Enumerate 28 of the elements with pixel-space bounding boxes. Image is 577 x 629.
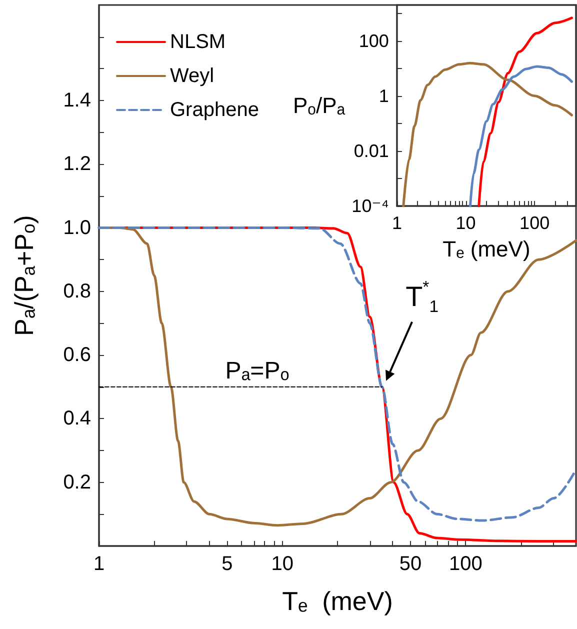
annotation: T*1	[406, 277, 439, 316]
x-tick-label: 10	[271, 553, 294, 575]
y-tick-label: 0.2	[63, 471, 91, 494]
y-tick-label: 100	[358, 30, 389, 51]
y-tick-label: 0.6	[63, 344, 91, 366]
y-tick-label: 1.0	[63, 216, 91, 239]
x-tick-label: 100	[520, 213, 550, 233]
x-tick-label: 1	[392, 213, 402, 233]
x-axis-title: Tₑ (meV)	[282, 586, 393, 616]
y-tick-label: 1	[378, 86, 389, 106]
y-axis-title: Pₒ/Pₐ	[292, 93, 346, 118]
y-tick-label: 1.2	[63, 153, 91, 176]
x-tick-label: 50	[399, 553, 422, 575]
annotation: Pₐ=Pₒ	[225, 357, 290, 384]
x-tick-label: 100	[448, 553, 482, 575]
x-tick-label: 10	[456, 213, 476, 233]
legend-label: Weyl	[170, 65, 214, 87]
y-tick-label: 10⁻⁴	[352, 196, 389, 216]
legend-label: NLSM	[170, 31, 226, 53]
y-tick-label: 1.4	[63, 89, 91, 112]
y-tick-label: 0.01	[354, 140, 389, 161]
x-tick-label: 1	[93, 553, 105, 575]
y-axis-title: Pₐ/(Pₐ+Pₒ)	[9, 215, 39, 336]
y-tick-label: 0.4	[63, 408, 91, 430]
y-tick-label: 0.8	[63, 280, 91, 302]
x-axis-title: Tₑ (meV)	[442, 236, 530, 262]
x-tick-label: 5	[222, 553, 233, 575]
legend-label: Graphene	[170, 99, 259, 121]
